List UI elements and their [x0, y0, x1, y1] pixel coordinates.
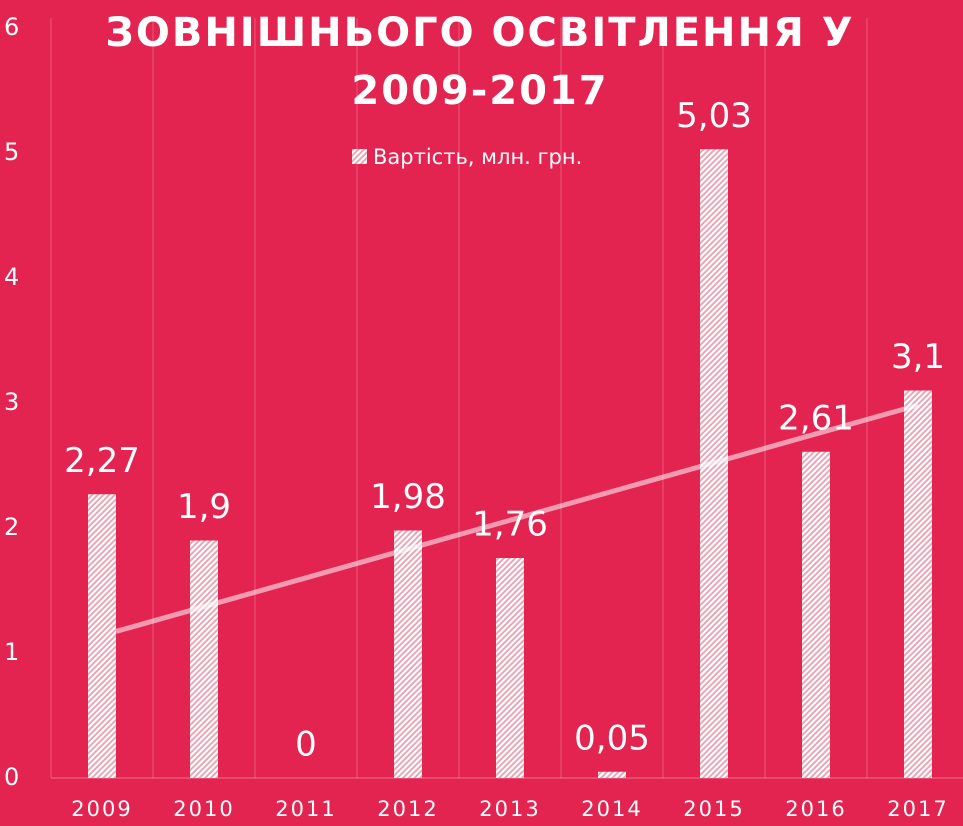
- y-tick-label: 5: [4, 138, 19, 166]
- value-label: 0: [295, 725, 317, 765]
- y-tick-label: 1: [4, 638, 19, 666]
- value-label: 2,27: [64, 441, 140, 481]
- x-tick-label: 2009: [71, 797, 132, 821]
- bar: [496, 558, 524, 778]
- legend-label: Вартість, млн. грн.: [373, 145, 582, 169]
- value-label: 1,98: [370, 477, 446, 517]
- bar: [598, 771, 626, 778]
- x-tick-label: 2016: [785, 797, 846, 821]
- x-tick-label: 2013: [479, 797, 540, 821]
- y-tick-label: 4: [4, 263, 19, 291]
- x-tick-label: 2012: [377, 797, 438, 821]
- value-label: 0,05: [574, 718, 650, 758]
- y-tick-label: 3: [4, 388, 19, 416]
- y-tick-label: 2: [4, 513, 19, 541]
- value-label: 3,1: [891, 337, 945, 377]
- bar: [190, 540, 218, 778]
- value-label: 1,9: [177, 487, 231, 527]
- x-tick-label: 2011: [275, 797, 336, 821]
- y-tick-label: 0: [4, 763, 19, 791]
- bar: [904, 390, 932, 778]
- legend-swatch: [352, 149, 367, 164]
- x-tick-label: 2014: [581, 797, 642, 821]
- x-tick-label: 2015: [683, 797, 744, 821]
- value-label: 5,03: [676, 96, 752, 136]
- x-tick-label: 2017: [887, 797, 948, 821]
- x-tick-label: 2010: [173, 797, 234, 821]
- y-tick-label: 6: [4, 13, 19, 41]
- bar: [88, 494, 116, 778]
- trendline: [115, 402, 919, 634]
- bar: [802, 451, 830, 778]
- bar: [394, 530, 422, 778]
- chart-title: ЗОВНІШНЬОГО ОСВІТЛЕННЯ У 2009-2017: [105, 10, 855, 114]
